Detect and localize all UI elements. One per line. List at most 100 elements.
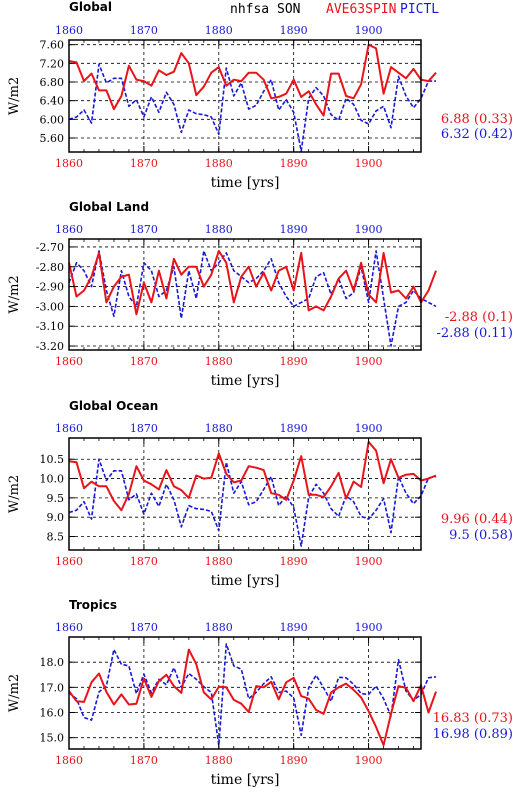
x-axis-label: time [yrs] — [211, 175, 280, 191]
variable-label: nhfsa — [230, 2, 269, 17]
x-tick-label-top: 1880 — [205, 24, 233, 37]
panel-global-land: Global Land 1860 1860 1870 1870 1880 1880 1890 1… — [7, 200, 513, 389]
y-tick-label: -2.80 — [36, 261, 64, 274]
x-tick-label-top: 1860 — [55, 24, 83, 37]
x-tick-label-top: 1900 — [355, 422, 383, 435]
y-tick-label: 8.5 — [47, 530, 65, 543]
x-axis-label: time [yrs] — [211, 772, 280, 788]
x-tick-label-bottom: 1860 — [55, 555, 83, 568]
x-tick-label-top: 1900 — [355, 24, 383, 37]
ctl-series-line — [68, 63, 436, 152]
plot-frame — [68, 636, 422, 750]
x-tick-label-bottom: 1870 — [130, 355, 158, 368]
exp-stat-label: 16.83 (0.73) — [433, 711, 513, 726]
exp-series-line — [68, 440, 437, 512]
x-tick-label-top: 1860 — [55, 621, 83, 634]
ctl-series-line — [68, 643, 437, 747]
x-tick-label-bottom: 1870 — [130, 555, 158, 568]
x-tick-label-top: 1880 — [205, 223, 233, 236]
x-tick-label-top: 1890 — [280, 24, 308, 37]
header-row: nhfsa SON AVE63SPIN PICTL — [230, 2, 439, 17]
x-tick-label-top: 1860 — [55, 422, 83, 435]
x-tick-label-top: 1880 — [205, 621, 233, 634]
y-axis-label: W/m2 — [7, 77, 22, 115]
y-tick-label: 18.0 — [40, 656, 65, 669]
exp-series-line — [68, 43, 437, 117]
exp-series-line — [68, 648, 437, 747]
x-tick-label-bottom: 1860 — [55, 157, 83, 170]
y-tick-label: 7.20 — [40, 57, 65, 70]
ctl-series-line — [68, 458, 437, 547]
exp-stat-label: 9.96 (0.44) — [441, 512, 513, 527]
x-tick-label-bottom: 1900 — [355, 355, 383, 368]
y-tick-label: 9.5 — [47, 492, 65, 505]
y-tick-label: 10.5 — [40, 453, 65, 466]
exp-stat-label: -2.88 (0.1) — [445, 310, 513, 325]
plot-frame — [68, 39, 422, 153]
panel-global-ocean: Global Ocean 1860 1860 1870 1870 1880 1880 1890… — [7, 399, 513, 589]
x-tick-label-bottom: 1890 — [280, 157, 308, 170]
panel-title: Global — [69, 0, 112, 14]
x-tick-label-bottom: 1890 — [280, 355, 308, 368]
x-tick-label-top: 1870 — [130, 621, 158, 634]
x-tick-label-bottom: 1870 — [130, 754, 158, 767]
plot-frame — [68, 437, 422, 551]
ctl-series-line — [68, 250, 437, 347]
y-tick-label: 16.0 — [40, 707, 65, 720]
x-tick-label-top: 1870 — [130, 422, 158, 435]
y-tick-label: -3.10 — [36, 320, 64, 333]
x-tick-label-bottom: 1900 — [355, 754, 383, 767]
exp-legend-label: AVE63SPIN — [326, 2, 396, 17]
y-tick-label: 7.60 — [40, 39, 65, 52]
x-tick-label-bottom: 1880 — [205, 555, 233, 568]
y-tick-label: -3.20 — [36, 340, 64, 353]
panel-title: Global Ocean — [69, 399, 158, 413]
exp-stat-label: 6.88 (0.33) — [441, 112, 513, 127]
x-tick-label-bottom: 1890 — [280, 754, 308, 767]
x-tick-label-bottom: 1890 — [280, 555, 308, 568]
y-tick-label: -3.00 — [36, 300, 64, 313]
y-tick-label: 6.00 — [40, 113, 65, 126]
x-tick-label-top: 1900 — [355, 223, 383, 236]
y-axis-label: W/m2 — [7, 475, 22, 513]
x-tick-label-top: 1870 — [130, 24, 158, 37]
panel-tropics: Tropics 1860 1860 1870 1870 1880 1880 1890 1890 1… — [7, 598, 513, 788]
ctl-stat-label: -2.88 (0.11) — [436, 326, 513, 341]
ctl-stat-label: 6.32 (0.42) — [441, 127, 513, 142]
y-axis-label: W/m2 — [7, 275, 22, 313]
x-tick-label-bottom: 1880 — [205, 355, 233, 368]
ctl-legend-label: PICTL — [400, 2, 439, 17]
x-tick-label-top: 1900 — [355, 621, 383, 634]
y-axis-label: W/m2 — [7, 674, 22, 712]
y-tick-label: 6.80 — [40, 76, 65, 89]
ctl-stat-label: 9.5 (0.58) — [449, 528, 513, 543]
x-tick-label-bottom: 1880 — [205, 754, 233, 767]
x-tick-label-top: 1890 — [280, 621, 308, 634]
x-tick-label-bottom: 1900 — [355, 157, 383, 170]
y-tick-label: 15.0 — [40, 732, 65, 745]
y-tick-label: 5.60 — [40, 132, 65, 145]
x-tick-label-top: 1890 — [280, 422, 308, 435]
x-tick-label-bottom: 1860 — [55, 355, 83, 368]
y-tick-label: -2.70 — [36, 241, 64, 254]
plot-frame — [68, 238, 422, 351]
ctl-stat-label: 16.98 (0.89) — [433, 727, 513, 742]
x-tick-label-bottom: 1900 — [355, 555, 383, 568]
x-axis-label: time [yrs] — [211, 373, 280, 389]
season-label: SON — [277, 2, 300, 17]
x-tick-label-bottom: 1880 — [205, 157, 233, 170]
y-tick-label: 6.40 — [40, 95, 65, 108]
y-tick-label: 10.0 — [40, 473, 65, 486]
panel-title: Tropics — [69, 598, 117, 612]
x-tick-label-bottom: 1870 — [130, 157, 158, 170]
y-tick-label: -2.90 — [36, 281, 64, 294]
x-tick-label-bottom: 1860 — [55, 754, 83, 767]
x-tick-label-top: 1890 — [280, 223, 308, 236]
exp-series-line — [68, 249, 437, 316]
panel-title: Global Land — [69, 200, 149, 214]
y-tick-label: 9.0 — [47, 511, 65, 524]
x-axis-label: time [yrs] — [211, 573, 280, 589]
y-tick-label: 17.0 — [40, 681, 65, 694]
